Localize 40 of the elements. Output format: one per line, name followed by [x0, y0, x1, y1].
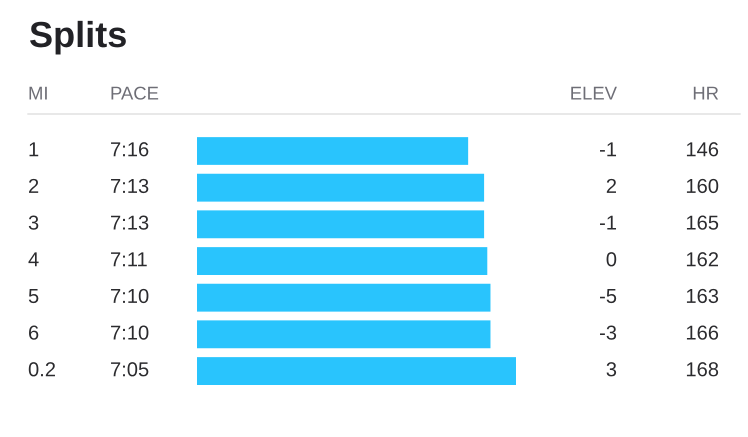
text: 7:10: [111, 325, 148, 340]
y-tick-label: 3: [28, 215, 38, 230]
data-label: -1: [600, 216, 616, 230]
text: 7:13: [111, 215, 148, 230]
data-label: -1: [600, 142, 616, 156]
data-label: 146: [686, 142, 718, 156]
y-tick-label: 6: [29, 325, 38, 340]
data-label: 163: [686, 288, 718, 304]
bar: [197, 210, 484, 238]
text: PACE: [112, 86, 158, 100]
bar: [197, 174, 484, 202]
data-label: 162: [686, 252, 718, 266]
data-label: 165: [686, 215, 718, 230]
text: ELEV: [571, 86, 617, 100]
data-label: 2: [606, 178, 616, 193]
y-tick-label: 0.2: [28, 362, 55, 376]
data-label: -3: [600, 325, 616, 340]
text: 7:11: [111, 252, 147, 266]
data-label: 160: [686, 178, 718, 194]
data-label: -5: [600, 289, 616, 304]
text: 7:16: [111, 142, 148, 156]
y-tick-label: 5: [28, 289, 38, 304]
y-tick-label: 1: [30, 142, 38, 156]
y-tick-label: 4: [28, 252, 39, 266]
text: HR: [694, 86, 718, 100]
bar: [197, 284, 490, 312]
data-label: 168: [686, 362, 718, 376]
data-label: 3: [606, 362, 616, 376]
text: 7:10: [111, 288, 148, 304]
text: 7:13: [111, 178, 148, 194]
bar: [197, 320, 490, 348]
text: 7:05: [111, 362, 148, 376]
data-label: 0: [606, 252, 616, 266]
bar: [197, 137, 468, 165]
chart-title: Splits: [30, 20, 126, 54]
y-tick-label: 2: [29, 178, 38, 193]
data-label: 166: [686, 325, 718, 340]
bar: [197, 247, 488, 275]
bar: [197, 357, 516, 385]
y-axis-title: MI: [30, 86, 47, 100]
